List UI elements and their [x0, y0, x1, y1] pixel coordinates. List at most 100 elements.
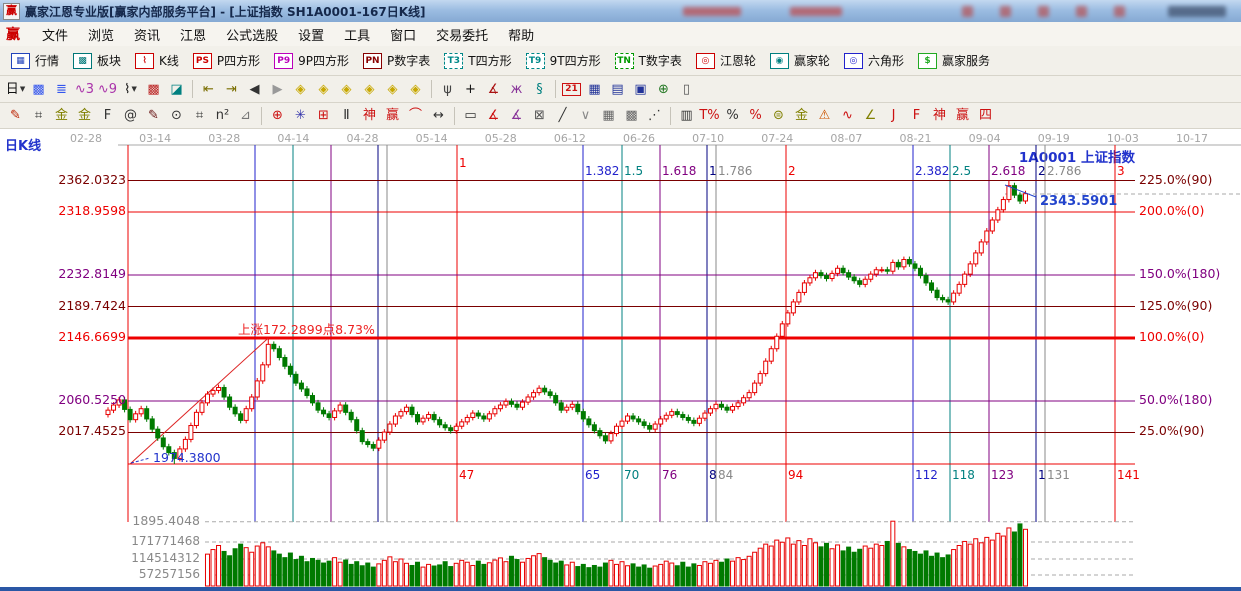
- memo-icon[interactable]: ▤: [606, 79, 629, 100]
- zoom-x-icon[interactable]: ◈: [358, 79, 381, 100]
- four-line-icon[interactable]: 四: [974, 105, 997, 126]
- angle-measure-icon[interactable]: ∡: [482, 79, 505, 100]
- overlay-pattern-icon[interactable]: ▩: [27, 79, 50, 100]
- cycle-tool-icon[interactable]: §: [528, 79, 551, 100]
- title-bar[interactable]: 赢 赢家江恩专业版[赢家内部服务平台] - [上证指数 SH1A0001-167…: [0, 0, 1241, 23]
- menu-item-3[interactable]: 江恩: [180, 28, 207, 44]
- menu-item-0[interactable]: 文件: [42, 28, 69, 44]
- wave-line-icon[interactable]: ∿: [836, 105, 859, 126]
- angle-ruler-icon[interactable]: ⊿: [234, 105, 257, 126]
- vee-line-icon[interactable]: ∨: [574, 105, 597, 126]
- win-ruler-icon[interactable]: 赢: [381, 105, 404, 126]
- menu-item-2[interactable]: 资讯: [134, 28, 161, 44]
- toolbar-t-square[interactable]: T3 T四方形: [437, 49, 518, 73]
- kline-mark-icon[interactable]: Ⅱ: [335, 105, 358, 126]
- j-line-icon[interactable]: J: [882, 105, 905, 126]
- gann-target-icon[interactable]: ⊕: [266, 105, 289, 126]
- prev-page-icon[interactable]: ◀: [243, 79, 266, 100]
- gold-ruler2-icon[interactable]: 金: [73, 105, 96, 126]
- fan-red-icon[interactable]: ∡: [482, 105, 505, 126]
- brush-ruler-icon[interactable]: ✎: [4, 105, 27, 126]
- blurred-button-2[interactable]: [1000, 6, 1011, 17]
- box-grid-icon[interactable]: ⊞: [312, 105, 335, 126]
- toolbar-9t-square[interactable]: T9 9T四方形: [519, 49, 608, 73]
- gold-slant-icon[interactable]: ∠: [859, 105, 882, 126]
- menu-item-7[interactable]: 窗口: [390, 28, 417, 44]
- menu-item-9[interactable]: 帮助: [508, 28, 535, 44]
- fan-purple-icon[interactable]: ∡: [505, 105, 528, 126]
- candle-style-button[interactable]: ⌇ ▼: [119, 79, 142, 100]
- brush2-ruler-icon[interactable]: ✎: [142, 105, 165, 126]
- grid-ruler2-icon[interactable]: ⌗: [188, 105, 211, 126]
- width-measure-icon[interactable]: ↔: [427, 105, 450, 126]
- zoom-left-icon[interactable]: ◈: [289, 79, 312, 100]
- gold-level-icon[interactable]: 金: [790, 105, 813, 126]
- menu-item-4[interactable]: 公式选股: [226, 28, 279, 44]
- toolbar-winner-service[interactable]: $ 赢家服务: [911, 49, 997, 73]
- toolbar-gann-wheel[interactable]: ◎ 江恩轮: [689, 49, 763, 73]
- info-note-icon[interactable]: ≣: [50, 79, 73, 100]
- toolbar-9p-square[interactable]: P9 9P四方形: [267, 49, 356, 73]
- zoom-right-icon[interactable]: ◈: [312, 79, 335, 100]
- menu-item-1[interactable]: 浏览: [88, 28, 115, 44]
- menu-item-8[interactable]: 交易委托: [436, 28, 489, 44]
- percent-icon[interactable]: %: [721, 105, 744, 126]
- toolbar-p-square[interactable]: PS P四方形: [186, 49, 267, 73]
- gold-circle-icon[interactable]: ⊜: [767, 105, 790, 126]
- star-grid-icon[interactable]: ✳: [289, 105, 312, 126]
- last-page-icon[interactable]: ⇥: [220, 79, 243, 100]
- blurred-button-5[interactable]: [1114, 6, 1125, 17]
- calendar-icon[interactable]: 21: [560, 79, 583, 100]
- grid-a-icon[interactable]: ▦: [597, 105, 620, 126]
- grid-ruler-icon[interactable]: ⌗: [27, 105, 50, 126]
- toolbar-winner-wheel[interactable]: ◉ 赢家轮: [763, 49, 837, 73]
- f-line-icon[interactable]: F: [905, 105, 928, 126]
- chart-area[interactable]: 日K线 1A0001 上证指数 02-28 03-14 03-28 04-14 04-2…: [0, 129, 1241, 591]
- network-icon[interactable]: ⊕: [652, 79, 675, 100]
- percent-line-icon[interactable]: %: [744, 105, 767, 126]
- wave-count-icon[interactable]: ⌒: [404, 105, 427, 126]
- crosshair-tool-icon[interactable]: +: [459, 79, 482, 100]
- first-page-icon[interactable]: ⇤: [197, 79, 220, 100]
- zoom-all-icon[interactable]: ◈: [381, 79, 404, 100]
- win-line-icon[interactable]: 赢: [951, 105, 974, 126]
- n2-ruler-icon[interactable]: n²: [211, 105, 234, 126]
- trend-pen-icon[interactable]: ╱: [551, 105, 574, 126]
- toolbar-sectors[interactable]: ▩ 板块: [66, 49, 128, 73]
- compass-ruler-icon[interactable]: ⊙: [165, 105, 188, 126]
- hand-tool-icon[interactable]: ψ: [436, 79, 459, 100]
- shen-ruler-icon[interactable]: 神: [358, 105, 381, 126]
- t-percent-icon[interactable]: T%: [698, 105, 721, 126]
- toolbar-p-table[interactable]: PN P数字表: [356, 49, 437, 73]
- f-ruler-icon[interactable]: F: [96, 105, 119, 126]
- net-tool-icon[interactable]: ж: [505, 79, 528, 100]
- price-bars-icon[interactable]: ▥: [675, 105, 698, 126]
- toolbar-t-table[interactable]: TN T数字表: [608, 49, 689, 73]
- gold-ruler1-icon[interactable]: 金: [50, 105, 73, 126]
- wave-9-icon[interactable]: ∿9: [96, 79, 119, 100]
- calculator-icon[interactable]: ▦: [583, 79, 606, 100]
- toolbar-kline[interactable]: ⌇ K线: [128, 49, 186, 73]
- blurred-button-1[interactable]: [962, 6, 973, 17]
- wave-3-icon[interactable]: ∿3: [73, 79, 96, 100]
- alert-brush-icon[interactable]: ⚠: [813, 105, 836, 126]
- fan-grid-icon[interactable]: ⊠: [528, 105, 551, 126]
- zoom-h-icon[interactable]: ◈: [335, 79, 358, 100]
- period-day-button[interactable]: 日 ▼: [4, 79, 27, 100]
- menu-item-6[interactable]: 工具: [344, 28, 371, 44]
- kline-chart-canvas[interactable]: [0, 129, 1241, 591]
- save-icon[interactable]: ▣: [629, 79, 652, 100]
- toolbar-quotes[interactable]: ▦ 行情: [4, 49, 66, 73]
- grid-b-icon[interactable]: ▩: [620, 105, 643, 126]
- rect-tool-icon[interactable]: ▭: [459, 105, 482, 126]
- zoom-full-icon[interactable]: ◈: [404, 79, 427, 100]
- spiral-ruler-icon[interactable]: @: [119, 105, 142, 126]
- blurred-window-controls[interactable]: [1168, 6, 1226, 17]
- menu-item-5[interactable]: 设置: [298, 28, 325, 44]
- slant-lines-icon[interactable]: ⋰: [643, 105, 666, 126]
- blurred-button-3[interactable]: [1038, 6, 1049, 17]
- next-page-icon[interactable]: ▶: [266, 79, 289, 100]
- computer-icon[interactable]: ▯: [675, 79, 698, 100]
- blurred-button-4[interactable]: [1076, 6, 1087, 17]
- pattern-red-icon[interactable]: ▩: [142, 79, 165, 100]
